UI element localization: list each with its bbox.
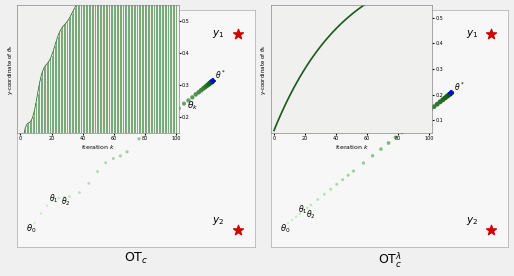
Point	[427, 107, 435, 112]
Point	[135, 137, 143, 141]
Text: $\theta_1$: $\theta_1$	[49, 192, 59, 205]
Text: $y_1$: $y_1$	[212, 28, 225, 39]
Text: $\theta^*$: $\theta^*$	[215, 68, 226, 81]
Text: $\theta_0$: $\theta_0$	[26, 223, 36, 235]
Point	[185, 98, 193, 103]
Point	[85, 181, 93, 185]
Point	[175, 106, 183, 111]
Point	[154, 123, 162, 128]
Point	[169, 111, 177, 115]
Point	[209, 79, 217, 83]
Point	[292, 215, 300, 219]
Point	[300, 209, 308, 213]
Point	[398, 130, 406, 134]
Text: $y_1$: $y_1$	[466, 28, 478, 39]
Point	[207, 80, 215, 85]
Point	[433, 102, 442, 106]
Point	[438, 97, 447, 102]
Point	[339, 177, 347, 182]
Point	[145, 129, 153, 133]
Text: $y_2$: $y_2$	[466, 216, 478, 227]
Point	[296, 212, 304, 216]
Point	[203, 83, 211, 88]
Point	[446, 92, 454, 97]
Point	[192, 92, 200, 97]
Point	[43, 203, 51, 208]
Point	[344, 173, 352, 177]
Point	[284, 221, 292, 225]
Point	[333, 182, 341, 187]
Point	[30, 221, 39, 225]
Point	[359, 161, 368, 165]
Point	[409, 121, 417, 126]
Point	[447, 91, 455, 95]
Point	[414, 117, 423, 121]
Point	[487, 227, 495, 232]
Point	[350, 169, 358, 173]
Point	[116, 154, 124, 158]
Point	[194, 90, 203, 94]
Point	[392, 135, 400, 140]
Point	[49, 198, 57, 203]
Point	[201, 85, 210, 89]
Point	[418, 113, 427, 118]
Point	[487, 31, 495, 36]
Point	[307, 203, 315, 207]
Text: $\theta_2$: $\theta_2$	[61, 196, 70, 208]
Text: $\theta_0$: $\theta_0$	[280, 223, 290, 235]
Point	[423, 110, 431, 115]
Point	[233, 227, 242, 232]
Point	[123, 150, 131, 154]
Point	[436, 100, 444, 104]
Point	[441, 95, 449, 100]
Point	[320, 192, 328, 197]
Point	[60, 195, 68, 199]
Text: $\theta_k$: $\theta_k$	[413, 122, 424, 135]
X-axis label: $\mathrm{OT}_c$: $\mathrm{OT}_c$	[124, 251, 148, 266]
Point	[188, 95, 196, 100]
Point	[430, 105, 438, 109]
Point	[404, 125, 412, 130]
Point	[288, 218, 296, 222]
Point	[37, 211, 45, 216]
Point	[314, 197, 322, 202]
Point	[162, 115, 170, 120]
Point	[369, 153, 377, 158]
Text: $\theta^*$: $\theta^*$	[454, 80, 465, 93]
Point	[199, 86, 208, 91]
Point	[326, 187, 335, 191]
Text: $\theta_k$: $\theta_k$	[187, 100, 198, 112]
Point	[180, 101, 188, 106]
Point	[76, 190, 84, 195]
Point	[197, 88, 205, 92]
Point	[109, 156, 117, 161]
Text: $\theta_2$: $\theta_2$	[306, 208, 315, 221]
Point	[384, 141, 393, 145]
Point	[233, 31, 242, 36]
Point	[377, 147, 385, 151]
Point	[206, 81, 214, 86]
Text: $y_2$: $y_2$	[212, 216, 225, 227]
Point	[54, 196, 63, 200]
Point	[102, 161, 110, 165]
Point	[444, 94, 452, 98]
X-axis label: $\mathrm{OT}_c^\lambda$: $\mathrm{OT}_c^\lambda$	[377, 251, 402, 270]
Point	[303, 206, 311, 210]
Point	[94, 169, 102, 174]
Text: $\theta_1$: $\theta_1$	[298, 204, 308, 216]
Point	[65, 194, 74, 199]
Point	[208, 79, 216, 84]
Point	[205, 82, 213, 87]
